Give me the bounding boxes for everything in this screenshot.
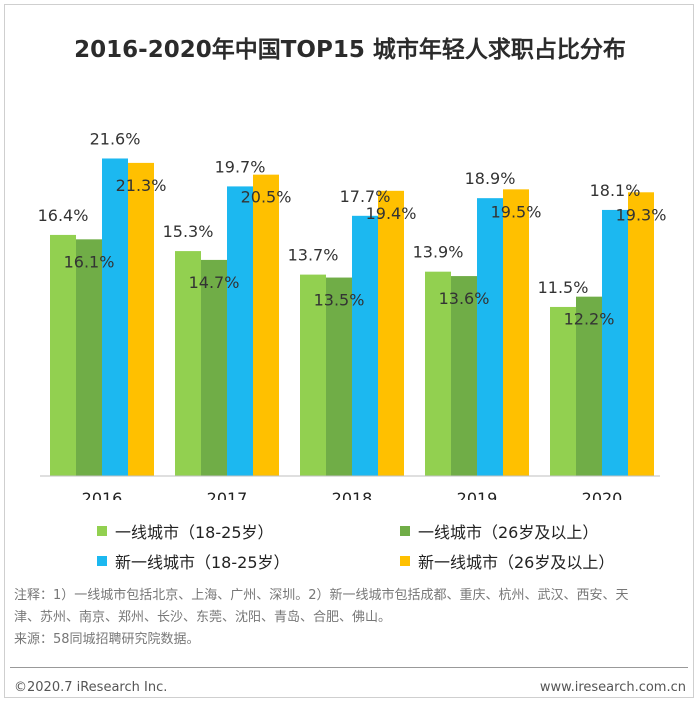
value-label-2016-series-2: 16.1% (64, 252, 115, 271)
value-label-2016-series-3: 21.6% (90, 129, 141, 148)
bar-2019-series-1 (425, 271, 451, 476)
copyright-text: ©2020.7 iResearch Inc. (14, 680, 168, 695)
bar-2016-series-3 (102, 158, 128, 477)
legend-label: 一线城市（18-25岁） (115, 523, 274, 542)
value-label-2018-series-4: 19.4% (366, 204, 417, 223)
value-label-2020-series-4: 19.3% (616, 205, 667, 224)
bar-2017-series-4 (253, 174, 279, 476)
bar-chart: 16.4% 16.1% 21.6% 21.3% 15.3% 14.7% 19.7% 20.5%… (38, 129, 667, 500)
bar-2018-series-2 (326, 277, 352, 476)
legend-item-newtier1-young: 新一线城市（18-25岁） (97, 549, 290, 573)
value-label-2020-series-3: 18.1% (590, 181, 641, 200)
legend-label: 一线城市（26岁及以上） (418, 523, 599, 542)
value-label-2017-series-3: 19.7% (215, 157, 266, 176)
bar-2017-series-1 (175, 251, 201, 476)
legend-swatch (400, 526, 410, 536)
legend-swatch (97, 556, 107, 566)
value-label-2017-series-1: 15.3% (163, 222, 214, 241)
value-label-2018-series-3: 17.7% (340, 187, 391, 206)
bar-2020-series-4 (628, 192, 654, 477)
x-tick-label-2019: 2019 (457, 489, 498, 500)
bar-2017-series-2 (201, 259, 227, 476)
x-tick-label-2018: 2018 (332, 489, 373, 500)
value-label-2019-series-1: 13.9% (413, 243, 464, 262)
legend-item-tier1-young: 一线城市（18-25岁） (97, 519, 274, 543)
value-label-2020-series-1: 11.5% (538, 278, 589, 297)
value-label-2019-series-4: 19.5% (491, 202, 542, 221)
bar-2019-series-3 (477, 198, 503, 477)
bar-2016-series-1 (50, 234, 76, 476)
legend-item-tier1-older: 一线城市（26岁及以上） (400, 519, 598, 543)
bar-2016-series-4 (128, 162, 154, 476)
value-label-2016-series-4: 21.3% (116, 176, 167, 195)
value-label-2019-series-3: 18.9% (465, 169, 516, 188)
bar-2020-series-1 (550, 306, 576, 476)
bar-2017-series-3 (227, 186, 253, 476)
bar-group (50, 158, 654, 477)
legend-label: 新一线城市（26岁及以上） (418, 553, 615, 572)
bar-2019-series-4 (503, 189, 529, 476)
value-label-2020-series-2: 12.2% (564, 310, 615, 329)
value-label-2017-series-4: 20.5% (241, 188, 292, 207)
bar-2020-series-3 (602, 209, 628, 476)
legend-swatch (400, 556, 410, 566)
note-line-1: 注释：1）一线城市包括北京、上海、广州、深圳。2）新一线城市包括成都、重庆、杭州… (14, 588, 629, 603)
note-line-2: 津、苏州、南京、郑州、长沙、东莞、沈阳、青岛、合肥、佛山。 (14, 610, 392, 625)
bar-2019-series-2 (451, 276, 477, 476)
footer-divider (10, 667, 688, 668)
value-label-2018-series-1: 13.7% (288, 246, 339, 265)
bar-2020-series-2 (576, 296, 602, 476)
value-label-2017-series-2: 14.7% (189, 273, 240, 292)
value-label-2016-series-1: 16.4% (38, 206, 89, 225)
source-note: 来源：58同城招聘研究院数据。 (14, 632, 200, 647)
bar-2018-series-3 (352, 215, 378, 476)
chart-title: 2016-2020年中国TOP15 城市年轻人求职占比分布 (74, 37, 626, 63)
bar-2018-series-1 (300, 274, 326, 476)
value-label-2019-series-2: 13.6% (439, 289, 490, 308)
x-tick-label-2016: 2016 (82, 489, 123, 500)
x-tick-label-group: 2016 2017 2018 2019 2020 (82, 489, 623, 500)
bar-2018-series-4 (378, 190, 404, 476)
value-label-group: 16.4% 16.1% 21.6% 21.3% 15.3% 14.7% 19.7% 20.5%… (38, 129, 667, 328)
website-text: www.iresearch.com.cn (539, 680, 686, 695)
legend-swatch (97, 526, 107, 536)
x-tick-label-2020: 2020 (582, 489, 623, 500)
legend-item-newtier1-older: 新一线城市（26岁及以上） (400, 549, 614, 573)
chart-frame (4, 4, 694, 698)
value-label-2018-series-2: 13.5% (314, 291, 365, 310)
legend-label: 新一线城市（18-25岁） (115, 553, 290, 572)
x-tick-label-2017: 2017 (207, 489, 248, 500)
bar-2016-series-2 (76, 239, 102, 476)
